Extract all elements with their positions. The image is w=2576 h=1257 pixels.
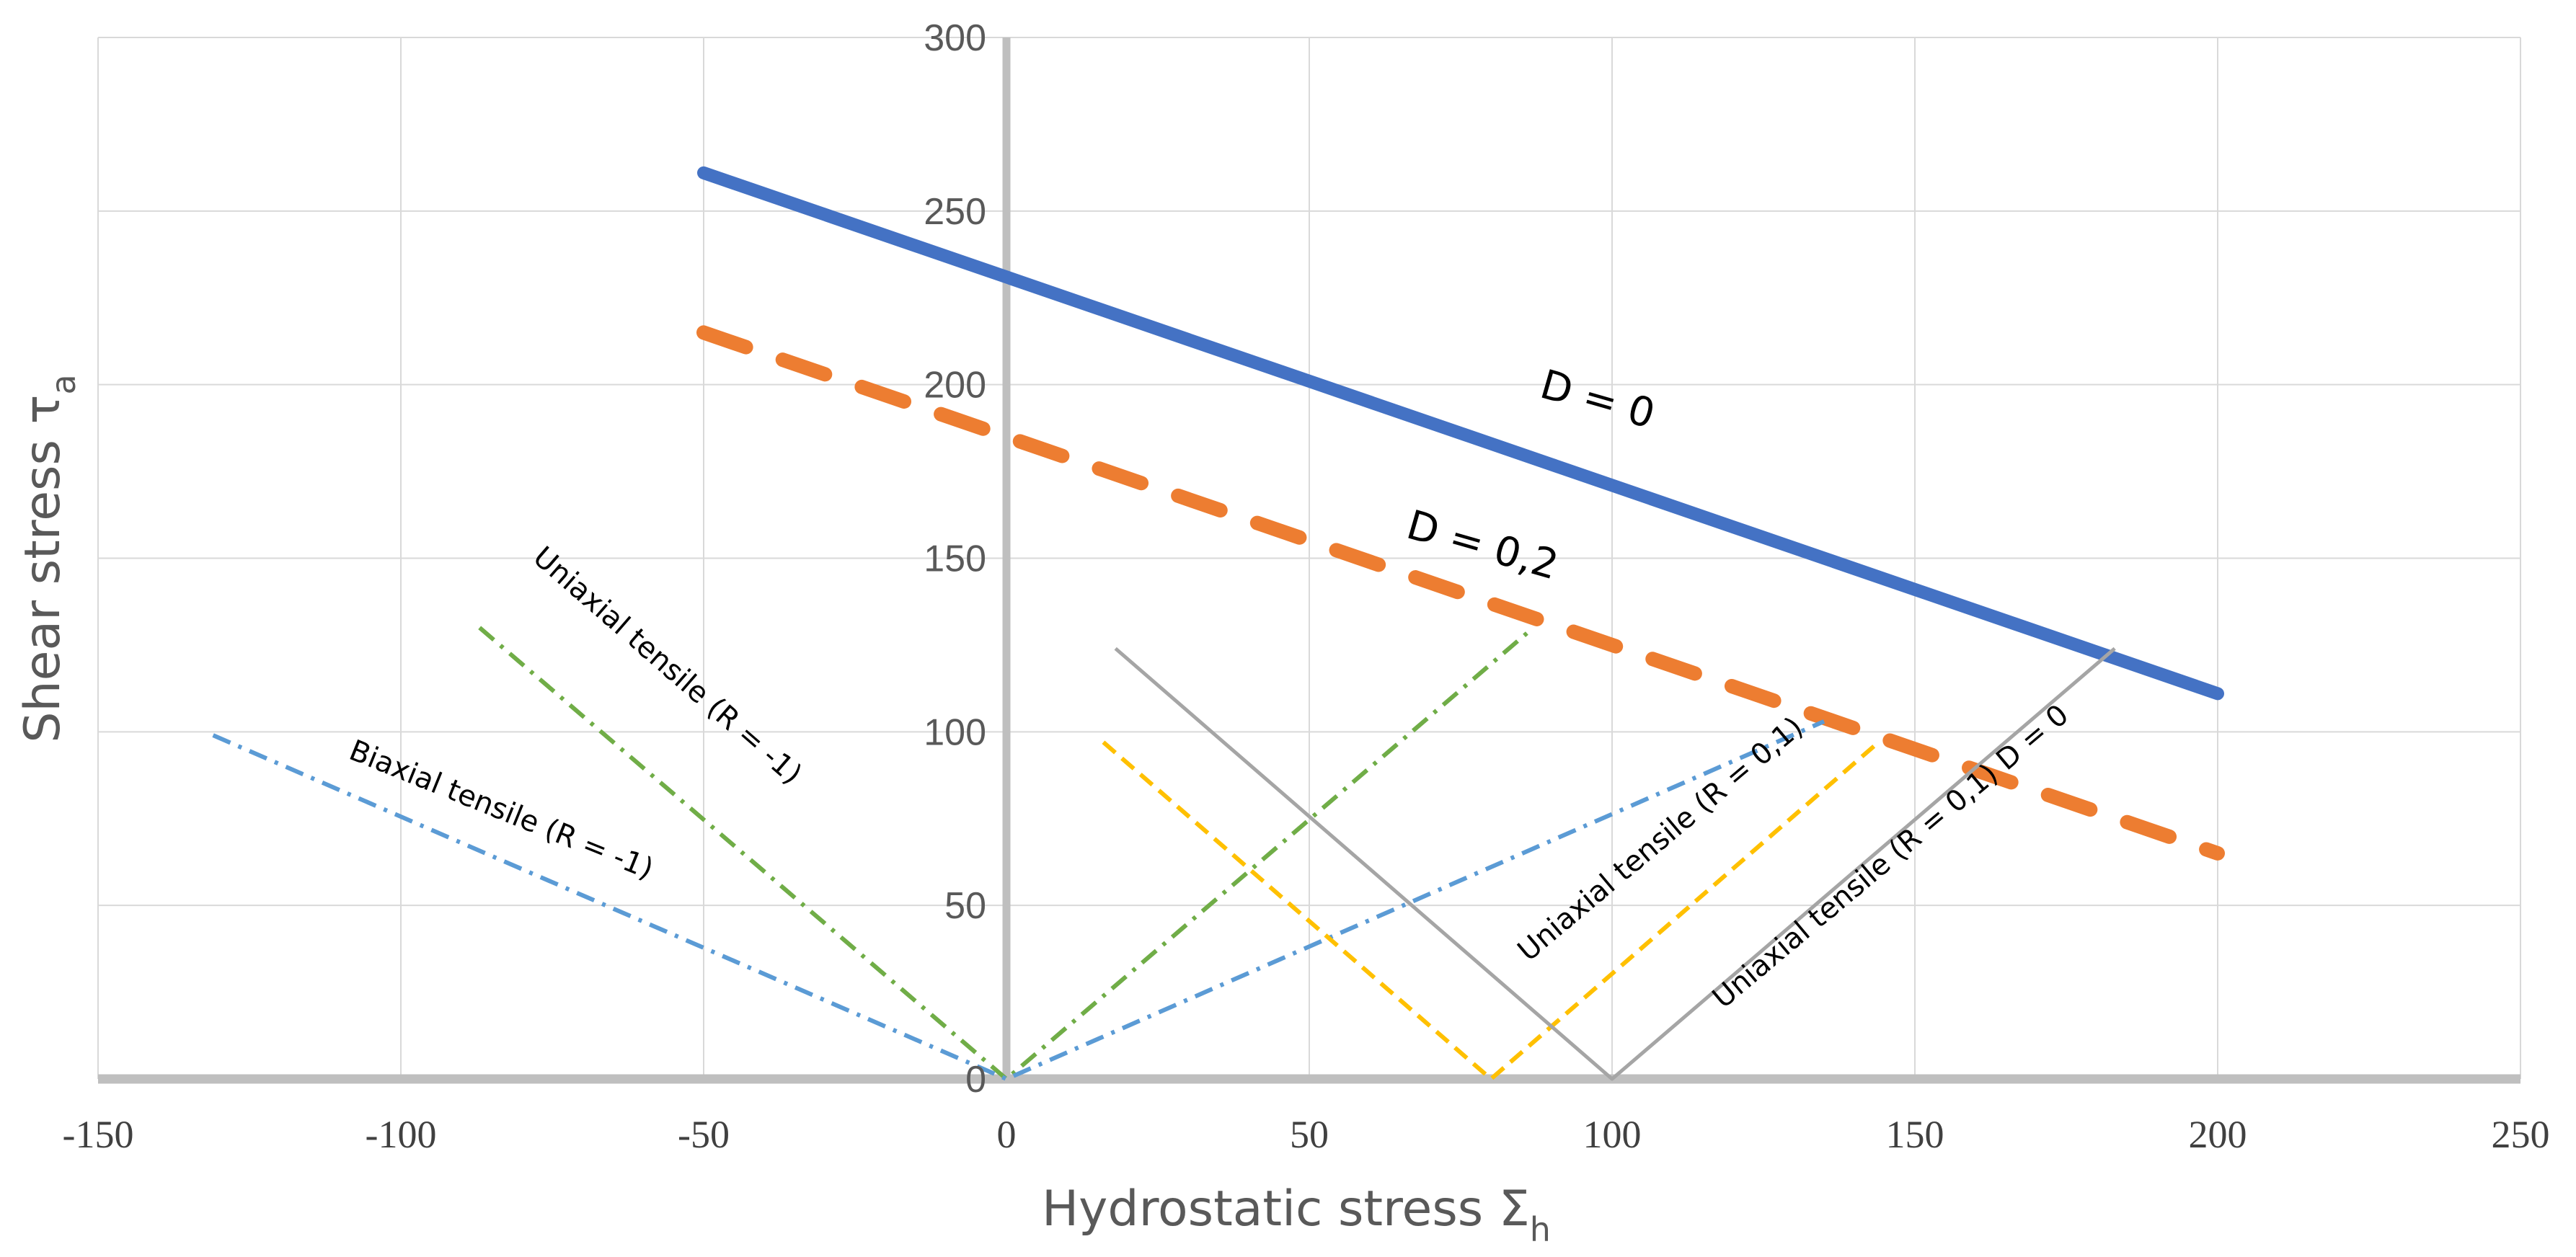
series-line-6 xyxy=(1114,647,2116,1081)
x-tick-label: 200 xyxy=(2189,1113,2247,1156)
y-tick-label: 150 xyxy=(924,538,986,580)
annotation-uniR1: Uniaxial tensile (R = -1) xyxy=(527,541,808,791)
x-tick-label: -50 xyxy=(678,1113,730,1156)
x-tick-label: 250 xyxy=(2492,1113,2550,1156)
x-tick-label: 0 xyxy=(997,1113,1017,1156)
x-tick-label: 50 xyxy=(1290,1113,1329,1156)
axes xyxy=(98,37,2520,1084)
y-axis-title-sub: a xyxy=(44,374,83,394)
series-line-2 xyxy=(696,325,2225,861)
annotation-biR1: Biaxial tensile (R = -1) xyxy=(345,734,658,886)
x-axis-title: Hydrostatic stress Σh xyxy=(1042,1181,1551,1249)
series-line-4 xyxy=(212,719,1825,1081)
x-axis-title-sub: h xyxy=(1530,1210,1551,1249)
annotation-d0: D = 0 xyxy=(1535,361,1660,438)
x-axis-title-base: Hydrostatic stress Σ xyxy=(1042,1181,1530,1238)
series xyxy=(212,166,2225,1081)
y-tick-label: 300 xyxy=(924,17,986,59)
y-tick-label: 200 xyxy=(924,365,986,407)
y-tick-label: 0 xyxy=(965,1059,986,1101)
series-line-3 xyxy=(478,626,1535,1081)
x-tick-label: 100 xyxy=(1583,1113,1642,1156)
series-line-5 xyxy=(1102,740,1880,1081)
x-tick-label: -150 xyxy=(63,1113,134,1156)
y-tick-label: 250 xyxy=(924,191,986,233)
y-tick-label: 50 xyxy=(944,885,986,927)
y-axis-title-base: Shear stress τ xyxy=(14,395,71,743)
y-tick-label: 100 xyxy=(924,711,986,753)
tick-labels: 0 50 100 150 200 250 300 -150 -100 -50 0 50 100 150 20… xyxy=(63,17,2550,1156)
x-tick-label: -100 xyxy=(366,1113,437,1156)
series-line-1 xyxy=(697,166,2224,701)
x-tick-label: 150 xyxy=(1886,1113,1944,1156)
y-axis-title: Shear stress τa xyxy=(14,374,83,742)
